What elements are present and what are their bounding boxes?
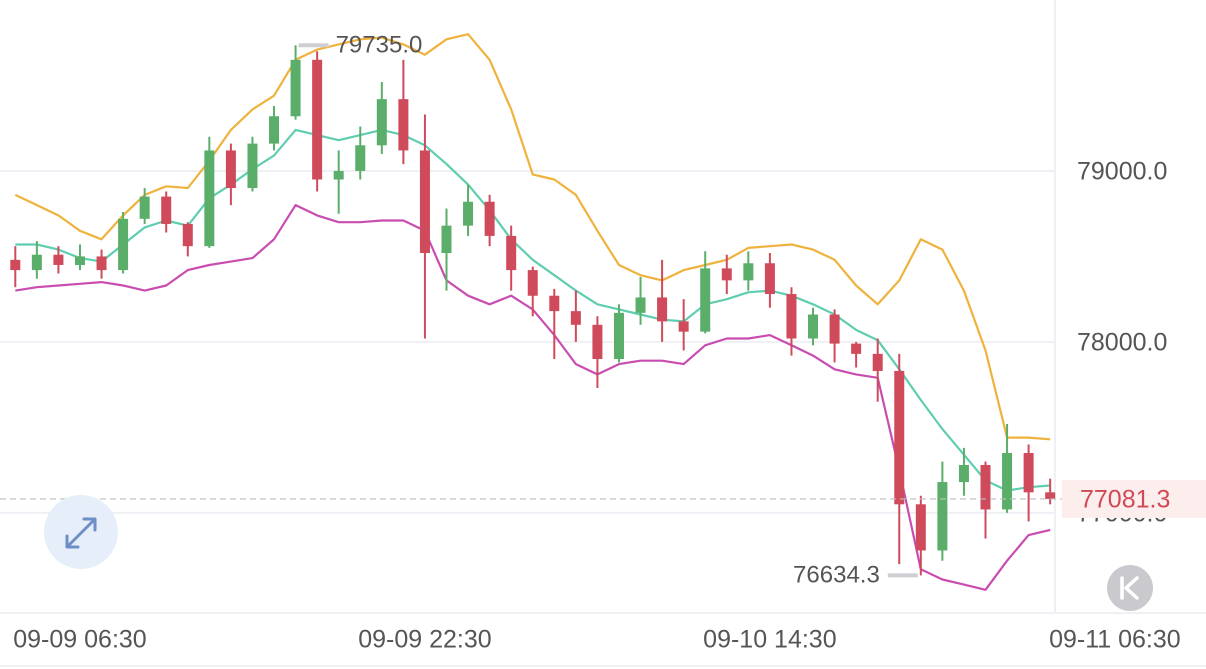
candle-body [161, 196, 172, 224]
candle-body [204, 150, 215, 247]
candle-body [441, 225, 452, 254]
expand-button[interactable] [44, 495, 118, 569]
candle-body [592, 324, 603, 359]
candle-body [10, 259, 21, 271]
candle-body [829, 314, 840, 344]
candle-body [96, 256, 107, 271]
candle-body [269, 116, 280, 144]
x-tick-label: 09-09 06:30 [13, 626, 146, 654]
candle-body [851, 343, 862, 354]
annotation-label: 79735.0 [336, 32, 423, 59]
candle-body [182, 223, 193, 247]
candle-body [937, 482, 948, 551]
candle-body [872, 353, 883, 371]
candle-body [139, 196, 150, 219]
candle-body [527, 270, 538, 296]
back-icon [1120, 576, 1139, 600]
last-price-label: 77081.3 [1080, 486, 1170, 514]
candle-body [225, 150, 236, 189]
candle-body [958, 464, 969, 483]
candle-body [118, 218, 129, 271]
candle-body [657, 297, 668, 322]
candle-body [53, 254, 64, 265]
candle-body [635, 297, 646, 313]
candle-body [613, 312, 624, 359]
candle-body [31, 254, 42, 271]
candle-body [419, 150, 430, 254]
candle-body [980, 464, 991, 510]
candle-body [570, 311, 581, 325]
candle-body [721, 268, 732, 281]
x-tick-label: 09-09 22:30 [358, 626, 491, 654]
candle-body [700, 268, 711, 332]
candle-body [398, 99, 409, 151]
candle-body [1002, 453, 1013, 510]
candle-body [463, 201, 474, 226]
candle-body [312, 59, 323, 180]
x-tick-label: 09-10 14:30 [703, 626, 836, 654]
candle-body [743, 263, 754, 281]
expand-icon [65, 517, 97, 549]
back-button[interactable] [1107, 565, 1153, 611]
candle-body [74, 256, 85, 265]
y-tick-label: 79000.0 [1077, 158, 1167, 186]
candle-body [506, 235, 517, 271]
band-line [14, 33, 1051, 441]
annotation-label: 76634.3 [793, 562, 880, 589]
candle-body [1045, 492, 1056, 499]
candle-body [678, 321, 689, 332]
candle-body [808, 314, 819, 339]
candle-body [355, 145, 366, 171]
candle-body [915, 504, 926, 551]
candle-body [549, 295, 560, 312]
last-price-box [1062, 479, 1206, 518]
candle-body [484, 201, 495, 236]
candle-body [290, 59, 301, 117]
candle-body [247, 143, 258, 189]
y-tick-label: 78000.0 [1077, 329, 1167, 357]
back-circle[interactable] [1107, 565, 1153, 611]
candle-body [786, 294, 797, 339]
candle-body [376, 99, 387, 146]
candle-body [1023, 453, 1034, 493]
candle-body [894, 370, 905, 505]
candle-body [333, 170, 344, 180]
x-tick-label: 09-11 06:30 [1049, 626, 1181, 654]
candle-body [764, 263, 775, 295]
